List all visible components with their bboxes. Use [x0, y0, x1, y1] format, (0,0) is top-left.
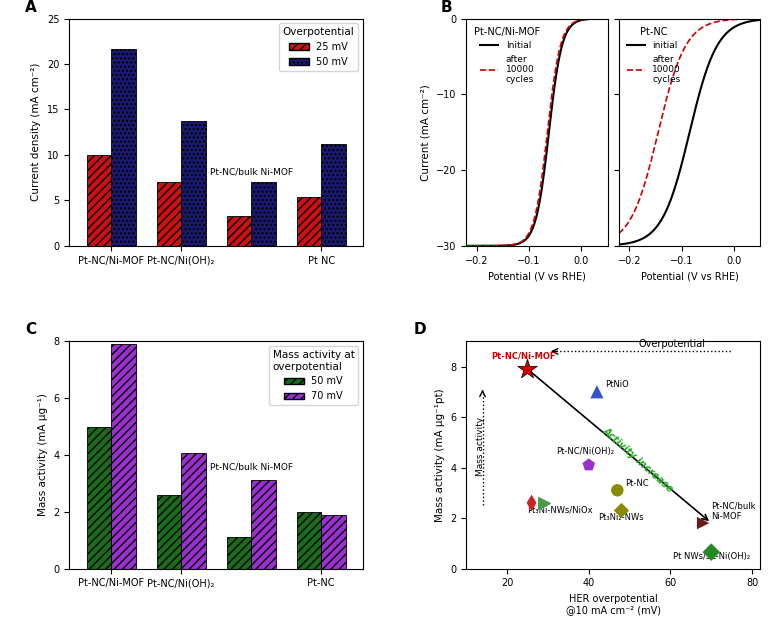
Legend: Initial, after
10000
cycles: Initial, after 10000 cycles — [471, 23, 544, 88]
Bar — [181, 454, 206, 569]
Point — [591, 387, 603, 397]
Point — [525, 498, 538, 508]
Text: Pt-NC/bulk Ni-MOF: Pt-NC/bulk Ni-MOF — [210, 168, 293, 177]
Legend: initial, after
10000
cycles: initial, after 10000 cycles — [624, 23, 685, 88]
Point — [583, 460, 595, 470]
Text: Pt₃Ni₂-NWs: Pt₃Ni₂-NWs — [598, 513, 644, 522]
Legend: 50 mV, 70 mV: 50 mV, 70 mV — [269, 346, 359, 405]
Bar — [321, 515, 346, 569]
Point — [615, 506, 627, 515]
Bar — [157, 494, 181, 569]
Point — [697, 518, 710, 528]
Bar — [227, 216, 251, 246]
Point — [611, 485, 624, 495]
Bar — [157, 182, 181, 246]
X-axis label: HER overpotential
@10 mA cm⁻² (mV): HER overpotential @10 mA cm⁻² (mV) — [566, 594, 660, 616]
Text: B: B — [441, 0, 452, 15]
Point — [705, 547, 717, 557]
Bar — [181, 121, 206, 246]
Y-axis label: Current (mA cm⁻²): Current (mA cm⁻²) — [420, 84, 430, 180]
Text: Pt-NC/bulk
Ni-MOF: Pt-NC/bulk Ni-MOF — [711, 501, 756, 520]
Bar — [251, 182, 276, 246]
Point — [538, 498, 550, 508]
Bar — [227, 537, 251, 569]
Text: Pt-NC: Pt-NC — [625, 479, 649, 488]
Text: A: A — [25, 0, 37, 15]
Bar — [87, 426, 111, 569]
Text: Pt-NC/Ni(OH)₂: Pt-NC/Ni(OH)₂ — [556, 447, 614, 456]
Bar — [296, 512, 321, 569]
Text: Mass activity: Mass activity — [476, 417, 485, 476]
Bar — [111, 344, 136, 569]
Text: D: D — [413, 323, 426, 337]
Text: Pt NWs/SL-Ni(OH)₂: Pt NWs/SL-Ni(OH)₂ — [673, 552, 750, 561]
Text: Pt-NC/Ni-MOF: Pt-NC/Ni-MOF — [491, 351, 555, 360]
Bar — [251, 480, 276, 569]
Y-axis label: Mass activity (mA μg⁻¹pt): Mass activity (mA μg⁻¹pt) — [435, 388, 445, 522]
X-axis label: Potential (V vs RHE): Potential (V vs RHE) — [488, 271, 586, 281]
Text: C: C — [25, 323, 36, 337]
Bar — [111, 49, 136, 246]
Y-axis label: Current density (mA cm⁻²): Current density (mA cm⁻²) — [31, 63, 41, 201]
Text: Overpotential: Overpotential — [639, 339, 706, 349]
Bar — [321, 144, 346, 246]
Text: Pt₃Ni-NWs/NiOx: Pt₃Ni-NWs/NiOx — [528, 506, 593, 514]
Bar — [296, 197, 321, 246]
Text: PtNiO: PtNiO — [605, 380, 629, 389]
Text: Activity increase: Activity increase — [601, 426, 675, 494]
Legend: 25 mV, 50 mV: 25 mV, 50 mV — [279, 23, 359, 71]
Bar — [87, 155, 111, 246]
Y-axis label: Mass activity (mA μg⁻¹): Mass activity (mA μg⁻¹) — [38, 394, 48, 517]
Text: Pt-NC/bulk Ni-MOF: Pt-NC/bulk Ni-MOF — [210, 462, 293, 471]
X-axis label: Potential (V vs RHE): Potential (V vs RHE) — [641, 271, 739, 281]
Point — [521, 364, 534, 374]
